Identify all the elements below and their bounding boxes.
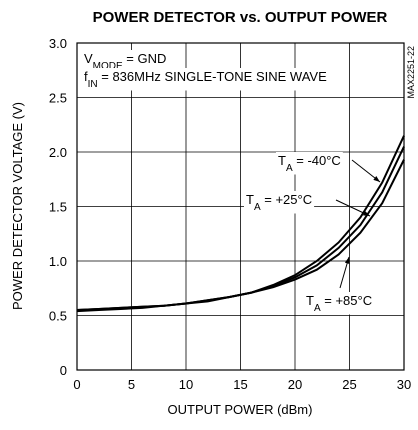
condition-text-part: MODE [93, 61, 123, 72]
condition-text-part: V [84, 51, 93, 66]
series-label-part: A [286, 163, 293, 174]
chart-title: POWER DETECTOR vs. OUTPUT POWER [93, 9, 388, 26]
y-tick-label: 1.0 [49, 254, 67, 269]
x-tick-label: 5 [128, 377, 135, 392]
condition-text-part: f [84, 69, 88, 84]
series-label-part: A [254, 202, 261, 213]
condition-text-bg [82, 50, 169, 73]
series-label-part: = +25°C [261, 192, 312, 207]
condition-text: VMODE = GND [84, 51, 166, 72]
series-label-part: = -40°C [293, 153, 341, 168]
data-line [76, 159, 405, 313]
condition-text-group: VMODE = GND [82, 50, 169, 73]
y-tick-label: 3.0 [49, 36, 67, 51]
series-label-part: A [314, 303, 321, 314]
series-label-part: T [306, 293, 314, 308]
x-tick-label: 20 [288, 377, 302, 392]
series-label-group: TA = -40°C [276, 152, 343, 175]
arrow-head [363, 211, 370, 216]
condition-text-part: IN [88, 79, 98, 90]
y-tick-label: 0.5 [49, 309, 67, 324]
series-label-part: T [278, 153, 286, 168]
condition-text: fIN = 836MHz SINGLE-TONE SINE WAVE [84, 69, 327, 90]
x-tick-label: 10 [179, 377, 193, 392]
series-label-group: TA = +25°C [244, 191, 315, 214]
series-label-bg [276, 152, 343, 175]
y-tick-label: 2.0 [49, 145, 67, 160]
series-label-part: T [246, 192, 254, 207]
y-axis-label: POWER DETECTOR VOLTAGE (V) [10, 102, 25, 310]
y-tick-label: 2.5 [49, 91, 67, 106]
y-tick-label: 1.5 [49, 200, 67, 215]
arrow-head [373, 176, 380, 182]
y-tick-label: 0 [60, 363, 67, 378]
series-label-group: TA = +85°C [304, 292, 375, 315]
condition-text-group: fIN = 836MHz SINGLE-TONE SINE WAVE [82, 68, 330, 91]
x-tick-label: 30 [397, 377, 411, 392]
series-label: TA = -40°C [278, 153, 341, 174]
x-tick-label: 25 [342, 377, 356, 392]
series-label-part: = +85°C [321, 293, 372, 308]
figure-code: MAX2251-22 [406, 46, 416, 99]
condition-text-bg [82, 68, 330, 91]
plot-frame [76, 42, 405, 371]
x-tick-label: 0 [73, 377, 80, 392]
series-label-bg [244, 191, 315, 214]
x-tick-label: 15 [233, 377, 247, 392]
series-label-bg [304, 292, 375, 315]
arrow-head [344, 257, 350, 264]
series-label: TA = +25°C [246, 192, 312, 213]
condition-text-part: = GND [123, 51, 167, 66]
x-axis-label: OUTPUT POWER (dBm) [168, 402, 313, 417]
condition-text-part: = 836MHz SINGLE-TONE SINE WAVE [98, 69, 327, 84]
series-label: TA = +85°C [306, 293, 372, 314]
